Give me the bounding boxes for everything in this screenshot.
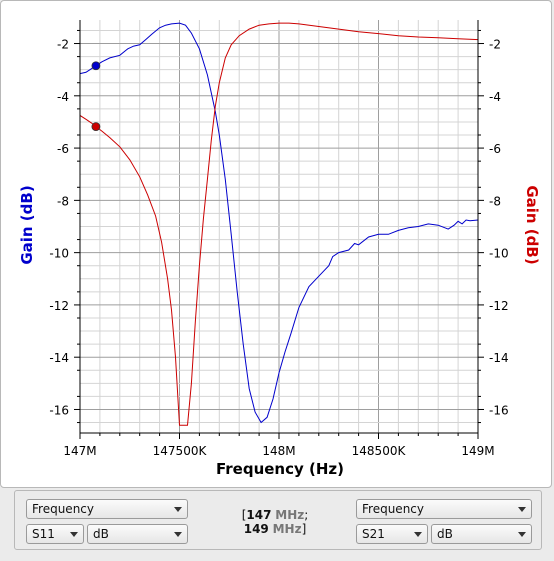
- left-x-param-value: Frequency: [32, 502, 94, 516]
- range-separator: ;: [304, 508, 309, 522]
- series-line-1: [79, 22, 479, 424]
- y-tick-label-right: -8: [489, 194, 501, 208]
- frequency-range-readout: [147 MHz; 149 MHz]: [241, 508, 309, 536]
- right-x-param-value: Frequency: [362, 502, 424, 516]
- chevron-down-icon: [518, 532, 526, 537]
- x-axis-label: Frequency (Hz): [216, 460, 344, 478]
- y-tick-label-left: -8: [57, 194, 69, 208]
- chevron-down-icon: [174, 507, 182, 512]
- right-param-select[interactable]: S21: [356, 524, 428, 544]
- series-layer: [79, 22, 479, 426]
- axes: -2 -4 -6 -8 -10 -12 -14 -16 -2 -4 -6 -8 -10 -12 -14 -16…: [49, 20, 509, 458]
- y-tick-label-left: -6: [57, 142, 69, 156]
- chevron-down-icon: [518, 507, 526, 512]
- y-tick-label-right: -14: [489, 351, 509, 365]
- y-tick-label-right: -6: [489, 142, 501, 156]
- y-tick-label-right: -4: [489, 90, 501, 104]
- series-marker-2: [91, 122, 101, 132]
- y-tick-label-left: -16: [49, 403, 69, 417]
- right-unit-value: dB: [437, 527, 453, 541]
- y-axis-right-label: Gain (dB): [523, 185, 541, 264]
- y-tick-label-left: -4: [57, 90, 69, 104]
- chevron-down-icon: [70, 532, 78, 537]
- range-start-value: 147: [246, 508, 272, 522]
- y-tick-label-left: -10: [49, 247, 69, 261]
- x-tick-label: 147M: [63, 444, 96, 458]
- chevron-down-icon: [414, 532, 422, 537]
- left-unit-value: dB: [93, 527, 109, 541]
- y-tick-label-left: -12: [49, 299, 69, 313]
- trace-controls: Frequency S11 dB [147 MHz; 149 MHz] Freq…: [14, 490, 542, 550]
- x-tick-label: 148500K: [352, 444, 407, 458]
- left-param-select[interactable]: S11: [26, 524, 84, 544]
- range-stop-value: 149: [243, 522, 269, 536]
- left-x-param-select[interactable]: Frequency: [26, 499, 188, 519]
- chart-panel: -2 -4 -6 -8 -10 -12 -14 -16 -2 -4 -6 -8 -10 -12 -14 -16…: [0, 0, 552, 488]
- gain-chart: -2 -4 -6 -8 -10 -12 -14 -16 -2 -4 -6 -8 -10 -12 -14 -16…: [18, 20, 541, 478]
- x-tick-label: 148M: [262, 444, 295, 458]
- range-stop-unit: MHz: [272, 522, 302, 536]
- chevron-down-icon: [174, 532, 182, 537]
- grid: [79, 20, 479, 433]
- left-unit-select[interactable]: dB: [87, 524, 188, 544]
- x-tick-label: 149M: [461, 444, 494, 458]
- right-x-param-select[interactable]: Frequency: [356, 499, 532, 519]
- right-unit-select[interactable]: dB: [431, 524, 532, 544]
- y-tick-label-right: -2: [489, 38, 501, 52]
- y-tick-label-right: -16: [489, 403, 509, 417]
- y-tick-label-right: -10: [489, 247, 509, 261]
- range-start-unit: MHz: [275, 508, 305, 522]
- y-tick-label-left: -2: [57, 38, 69, 52]
- series-line-2: [79, 22, 479, 426]
- series-marker-1: [91, 61, 101, 71]
- y-axis-left-label: Gain (dB): [18, 185, 36, 264]
- y-tick-label-right: -12: [489, 299, 509, 313]
- x-tick-label: 147500K: [153, 444, 208, 458]
- y-tick-label-left: -14: [49, 351, 69, 365]
- left-param-value: S11: [32, 527, 55, 541]
- right-param-value: S21: [362, 527, 385, 541]
